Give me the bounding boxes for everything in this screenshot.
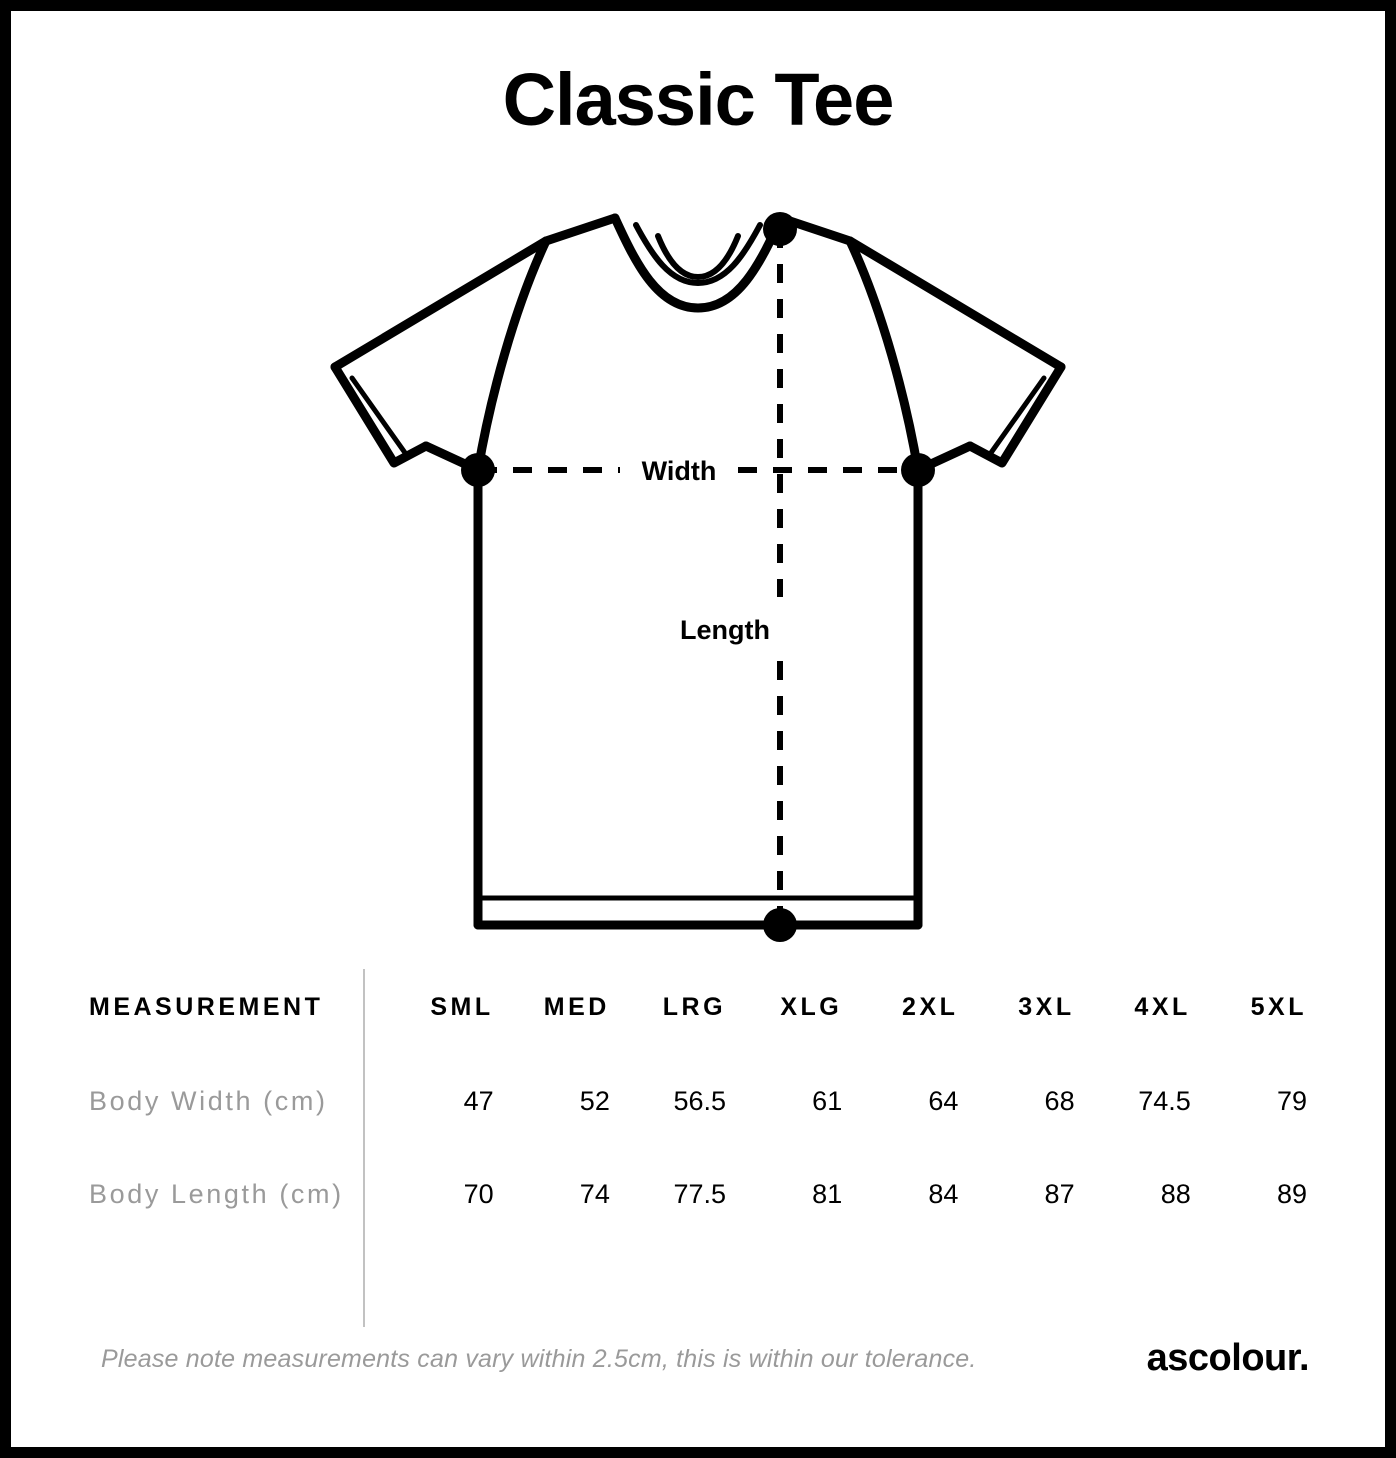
page-title: Classic Tee — [502, 58, 895, 141]
table-divider — [363, 969, 365, 1327]
cell-body-length-4xl: 88 — [1160, 1179, 1191, 1209]
header-size-5xl: 5XL — [1250, 992, 1307, 1021]
cell-body-width-med: 52 — [579, 1086, 610, 1116]
tolerance-note: Please note measurements can vary within… — [101, 1345, 977, 1373]
tee-illustration: Width Length — [330, 212, 1066, 942]
marker-left-armpit — [461, 453, 495, 487]
marker-hem-point — [763, 908, 797, 942]
header-size-3xl: 3XL — [1018, 992, 1075, 1021]
measurement-table-area: MEASUREMENT SML MED LRG XLG 2XL 3XL 4XL … — [11, 959, 1385, 1339]
cell-body-length-xlg: 81 — [812, 1179, 843, 1209]
brand-logo: ascolour. — [1146, 1337, 1310, 1379]
cell-body-length-2xl: 84 — [928, 1179, 959, 1209]
cell-body-width-4xl: 74.5 — [1138, 1086, 1191, 1116]
collar-ribbing — [633, 222, 763, 286]
marker-shoulder-point — [763, 212, 797, 246]
header-size-4xl: 4XL — [1134, 992, 1191, 1021]
size-table: MEASUREMENT SML MED LRG XLG 2XL 3XL 4XL … — [89, 959, 1307, 1241]
header-size-xlg: XLG — [780, 992, 843, 1021]
row-label-body-length: Body Length (cm) — [89, 1179, 344, 1209]
length-label: Length — [680, 615, 770, 645]
table-row: Body Length (cm) 70 74 77.5 81 84 87 88 … — [89, 1148, 1307, 1241]
cell-body-width-sml: 47 — [463, 1086, 494, 1116]
header-size-2xl: 2XL — [902, 992, 959, 1021]
cell-body-length-med: 74 — [579, 1179, 610, 1209]
table-row: Body Width (cm) 47 52 56.5 61 64 68 74.5… — [89, 1055, 1307, 1148]
header-size-lrg: LRG — [662, 992, 727, 1021]
table-header-row: MEASUREMENT SML MED LRG XLG 2XL 3XL 4XL … — [89, 959, 1307, 1055]
row-label-body-width: Body Width (cm) — [89, 1086, 328, 1116]
header-size-med: MED — [543, 992, 610, 1021]
tee-outline — [330, 213, 1066, 930]
cell-body-length-lrg: 77.5 — [673, 1179, 727, 1209]
marker-right-armpit — [901, 453, 935, 487]
tee-diagram: Width Length — [11, 189, 1385, 959]
cell-body-length-3xl: 87 — [1044, 1179, 1075, 1209]
cell-body-width-2xl: 64 — [928, 1086, 959, 1116]
sleeve-cuff-lines — [349, 375, 1047, 460]
cell-body-width-lrg: 56.5 — [673, 1086, 727, 1116]
cell-body-length-sml: 70 — [463, 1179, 494, 1209]
header-measurement: MEASUREMENT — [89, 992, 324, 1021]
header-size-sml: SML — [430, 992, 494, 1021]
width-label: Width — [642, 456, 717, 486]
cell-body-width-5xl: 79 — [1276, 1086, 1307, 1116]
cell-body-width-3xl: 68 — [1044, 1086, 1075, 1116]
cell-body-length-5xl: 89 — [1276, 1179, 1307, 1209]
cell-body-width-xlg: 61 — [812, 1086, 843, 1116]
